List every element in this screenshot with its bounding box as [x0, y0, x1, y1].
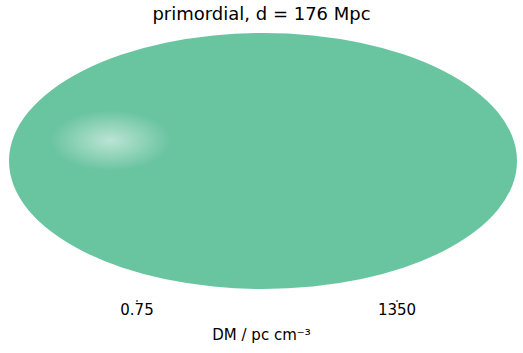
html-text:DM / pc cm⁻³: DM / pc cm⁻³	[212, 326, 311, 344]
svg-text:1350: 1350	[378, 301, 416, 319]
svg-text:0.75: 0.75	[120, 301, 153, 319]
html-text:primordial, d = 176 Mpc: primordial, d = 176 Mpc	[152, 3, 371, 24]
